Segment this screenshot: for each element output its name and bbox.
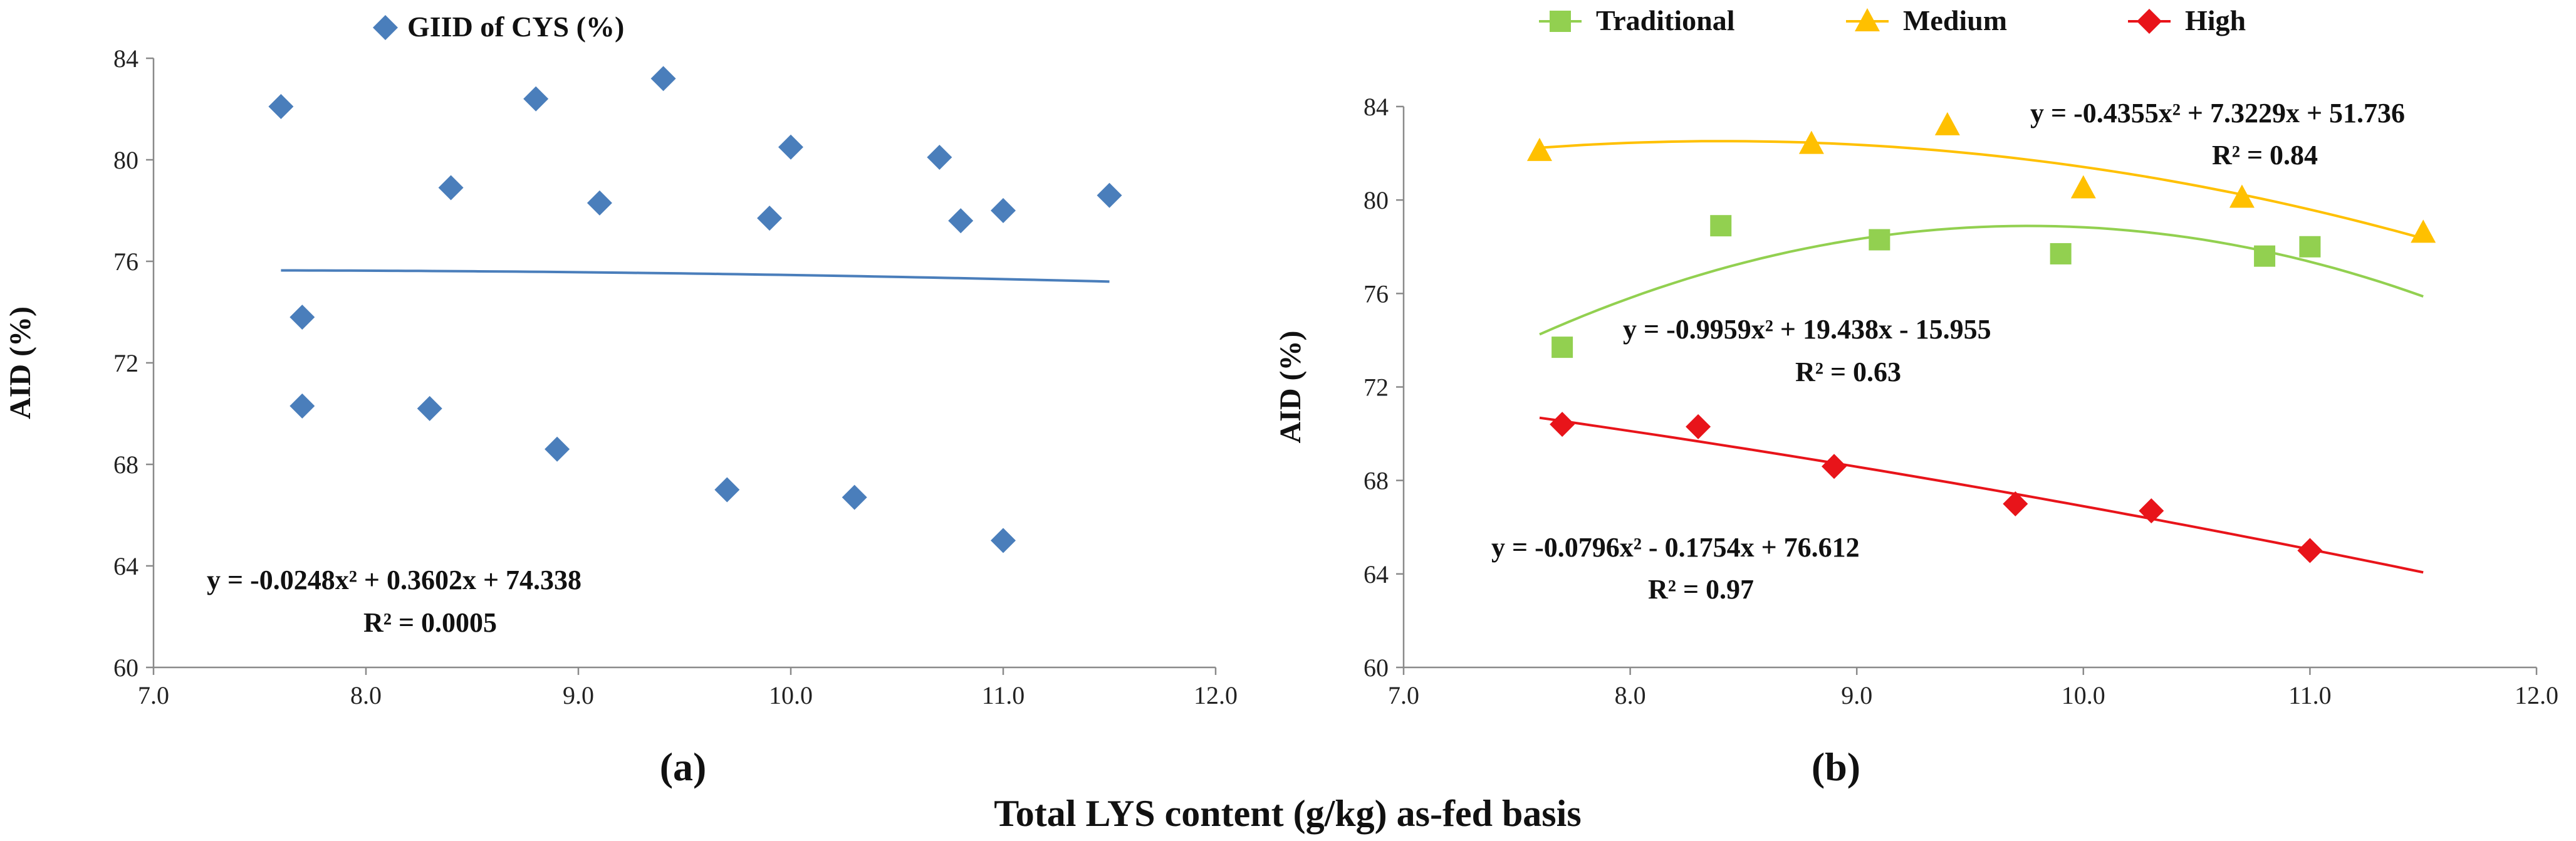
y-tick-label: 60 [1364,654,1389,682]
panel-label: (b) [1812,744,1860,789]
legend-label: Medium [1903,4,2007,36]
y-tick-label: 64 [1364,560,1389,588]
x-tick-label: 9.0 [1841,681,1872,709]
data-point-high [2003,491,2028,516]
data-point-giid-of-cys [991,198,1016,223]
legend-marker [373,15,398,40]
x-tick-label: 11.0 [2288,681,2332,709]
data-point-giid-of-cys [842,484,867,510]
data-point-giid-of-cys [523,86,549,112]
data-point-giid-of-cys [438,175,464,201]
data-point-giid-of-cys [289,305,315,330]
data-point-giid-of-cys [714,477,740,503]
x-tick-label: 12.0 [2515,681,2558,709]
y-tick-label: 68 [1364,467,1389,495]
y-tick-label: 84 [1364,93,1389,121]
data-point-medium [2229,184,2255,208]
data-point-traditional [1551,337,1573,358]
y-tick-label: 72 [113,349,138,377]
y-tick-label: 72 [1364,373,1389,402]
x-tick-label: 9.0 [563,681,594,709]
data-point-high [1822,454,1847,479]
trendline-equation: y = -0.4355x² + 7.3229x + 51.736 [2030,98,2405,128]
chart-panel-2: 60 64 68 72 76 80 84 7.0 8.0 9.0 10.0 11.0 12.0 AID (… [1274,4,2558,789]
y-tick-label: 80 [1364,186,1389,214]
data-point-giid-of-cys [948,208,974,234]
data-point-giid-of-cys [545,436,570,462]
legend-marker [1550,11,1571,32]
data-point-giid-of-cys [757,206,783,231]
data-point-traditional [2050,243,2072,264]
trendline-r2: R² = 0.84 [2212,140,2318,170]
data-point-traditional [1869,229,1890,251]
data-point-giid-of-cys [268,93,294,119]
data-point-traditional [2299,236,2321,258]
data-point-giid-of-cys [1097,182,1122,208]
legend-marker [2137,9,2162,34]
x-tick-label: 7.0 [138,681,169,709]
trendline-high [1539,416,2424,574]
y-tick-label: 76 [113,248,138,276]
x-tick-label: 8.0 [1615,681,1646,709]
x-tick-label: 10.0 [2062,681,2105,709]
data-point-medium [1934,112,1960,135]
data-point-medium [1526,137,1552,161]
trendline-r2: R² = 0.0005 [363,607,497,638]
data-point-medium [2070,175,2096,199]
legend-marker [1855,8,1880,31]
data-point-high [2297,538,2323,563]
y-axis-title: AID (%) [4,306,37,419]
data-point-giid-of-cys [650,66,676,91]
trendline-equation: y = -0.9959x² + 19.438x - 15.955 [1623,314,1991,345]
shared-x-axis-title: Total LYS content (g/kg) as-fed basis [994,793,1581,834]
legend-label: Traditional [1596,4,1735,36]
trendline-equation: y = -0.0796x² - 0.1754x + 76.612 [1491,532,1860,563]
trendline-traditional [1539,224,2424,336]
data-point-medium [1798,130,1824,154]
y-tick-label: 68 [113,451,138,479]
data-point-giid-of-cys [417,395,442,421]
y-axis-title: AID (%) [1274,331,1307,444]
chart-panel-1: 60 64 68 72 76 80 84 7.0 8.0 9.0 10.0 11.0 12.0 AID (… [4,11,1238,789]
data-point-giid-of-cys [289,393,315,419]
x-tick-label: 12.0 [1194,681,1238,709]
data-point-giid-of-cys [778,134,803,160]
data-point-medium [2411,219,2436,243]
data-point-traditional [2254,245,2276,267]
y-tick-label: 64 [113,552,138,580]
y-tick-label: 60 [113,654,138,682]
data-point-high [1550,412,1575,437]
data-point-high [1686,414,1711,439]
trendline-equation: y = -0.0248x² + 0.3602x + 74.338 [207,565,581,595]
trendline-r2: R² = 0.97 [1648,574,1754,605]
x-tick-label: 8.0 [350,681,382,709]
data-point-giid-of-cys [991,528,1016,553]
data-point-giid-of-cys [927,144,952,170]
panel-label: (a) [660,744,707,789]
data-point-traditional [1710,215,1732,237]
trendline-medium [1539,140,2424,240]
legend-label: High [2185,4,2246,36]
data-point-high [2139,498,2164,524]
y-tick-label: 84 [113,44,138,73]
x-tick-label: 10.0 [769,681,813,709]
legend-label: GIID of CYS (%) [407,11,624,43]
data-point-giid-of-cys [587,190,612,216]
trendline-r2: R² = 0.63 [1795,357,1901,387]
y-tick-label: 76 [1364,279,1389,308]
trendline-giid-of-cys [281,269,1110,283]
x-tick-label: 7.0 [1388,681,1419,709]
x-tick-label: 11.0 [982,681,1025,709]
y-tick-label: 80 [113,146,138,174]
